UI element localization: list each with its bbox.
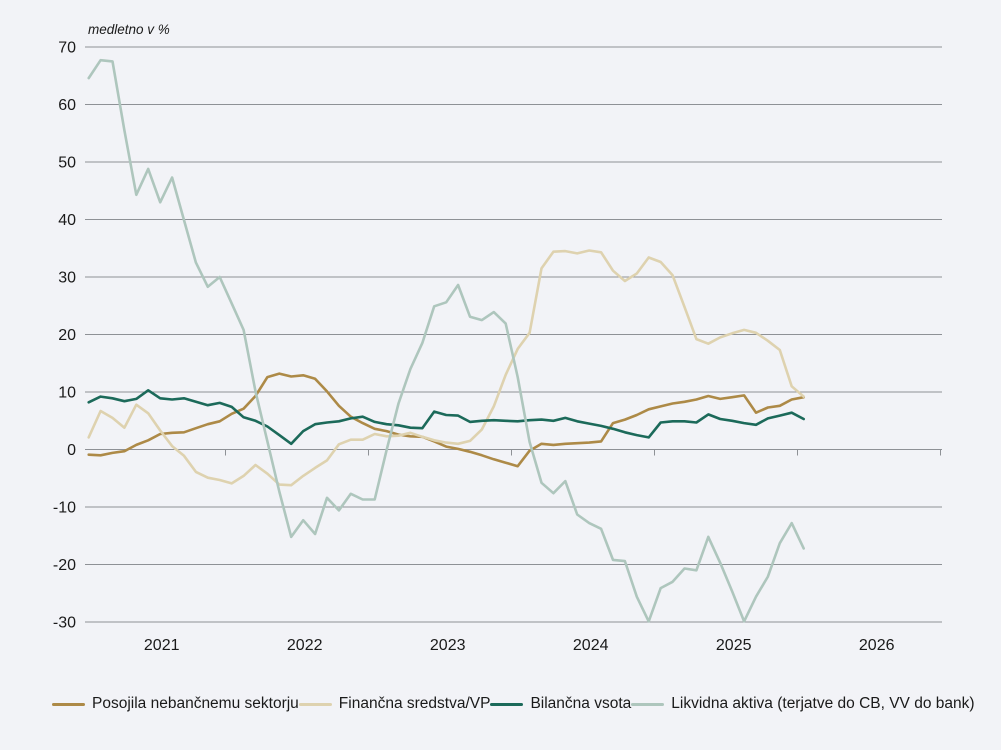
series-line	[87, 249, 806, 487]
chart-legend: Posojila nebančnemu sektorju Finančna sre…	[52, 695, 975, 713]
y-tick-label: 10	[58, 385, 76, 402]
y-tick-label: -10	[53, 500, 76, 517]
legend-item: Posojila nebančnemu sektorju	[52, 695, 299, 713]
y-tick-label: 70	[58, 40, 76, 57]
x-year-label: 2021	[144, 637, 180, 654]
legend-swatch	[490, 702, 524, 706]
y-tick-label: 20	[58, 327, 76, 344]
legend-swatch	[631, 702, 665, 706]
legend-item: Finančna sredstva/VP	[298, 695, 491, 713]
y-tick-label: 40	[58, 212, 76, 229]
legend-swatch	[52, 702, 85, 706]
legend-label: Likvidna aktiva (terjatve do CB, VV do b…	[671, 695, 975, 712]
y-tick-label: 30	[58, 270, 76, 287]
x-year-label: 2023	[430, 637, 466, 654]
year-tick-marks	[225, 449, 942, 456]
x-year-label: 2026	[859, 637, 895, 654]
horizontal-gridlines	[85, 46, 942, 623]
y-tick-label: 0	[67, 442, 76, 459]
legend-label: Finančna sredstva/VP	[338, 695, 491, 712]
data-series-lines	[87, 58, 806, 623]
x-year-label: 2022	[287, 637, 323, 654]
series-line	[87, 388, 806, 446]
legend-label: Bilančna vsota	[530, 695, 632, 712]
x-year-label: 2025	[716, 637, 752, 654]
legend-item: Likvidna aktiva (terjatve do CB, VV do b…	[631, 695, 975, 713]
legend-label: Posojila nebančnemu sektorju	[92, 695, 299, 712]
x-axis-year-labels: 2021 2022 2023 2024 2025 2026	[144, 637, 895, 654]
y-tick-label: 50	[58, 155, 76, 172]
legend-item: Bilančna vsota	[490, 695, 631, 713]
series-line	[87, 372, 806, 468]
series-line	[87, 58, 806, 623]
x-year-label: 2024	[573, 637, 609, 654]
y-tick-label: -20	[53, 557, 76, 574]
legend-swatch	[298, 702, 332, 706]
y-tick-label: 60	[58, 97, 76, 114]
y-axis-unit-label: medletno v %	[88, 22, 170, 37]
y-tick-label: -30	[53, 615, 76, 632]
y-axis-tick-labels: 70 60 50 40 30 20 10 0 -10 -20 -30	[53, 40, 76, 632]
